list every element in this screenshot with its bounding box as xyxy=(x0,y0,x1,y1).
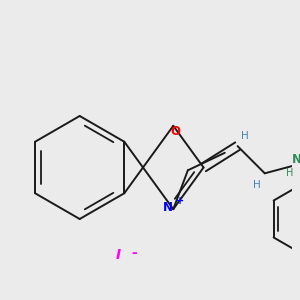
Text: I: I xyxy=(116,248,121,262)
Text: H: H xyxy=(253,180,261,190)
Text: N: N xyxy=(292,153,300,166)
Text: H: H xyxy=(286,168,294,178)
Text: N: N xyxy=(163,201,172,214)
Text: -: - xyxy=(131,246,137,260)
Text: O: O xyxy=(170,125,180,138)
Text: H: H xyxy=(242,131,249,141)
Text: +: + xyxy=(176,196,184,206)
